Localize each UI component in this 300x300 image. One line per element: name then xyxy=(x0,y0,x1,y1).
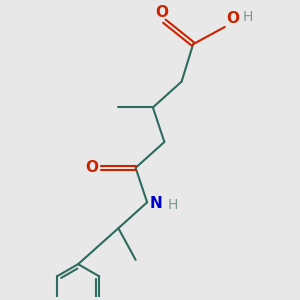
Text: H: H xyxy=(168,198,178,212)
Text: O: O xyxy=(155,5,168,20)
Text: N: N xyxy=(150,196,163,211)
Text: H: H xyxy=(243,10,253,24)
Text: O: O xyxy=(85,160,98,175)
Text: O: O xyxy=(226,11,239,26)
